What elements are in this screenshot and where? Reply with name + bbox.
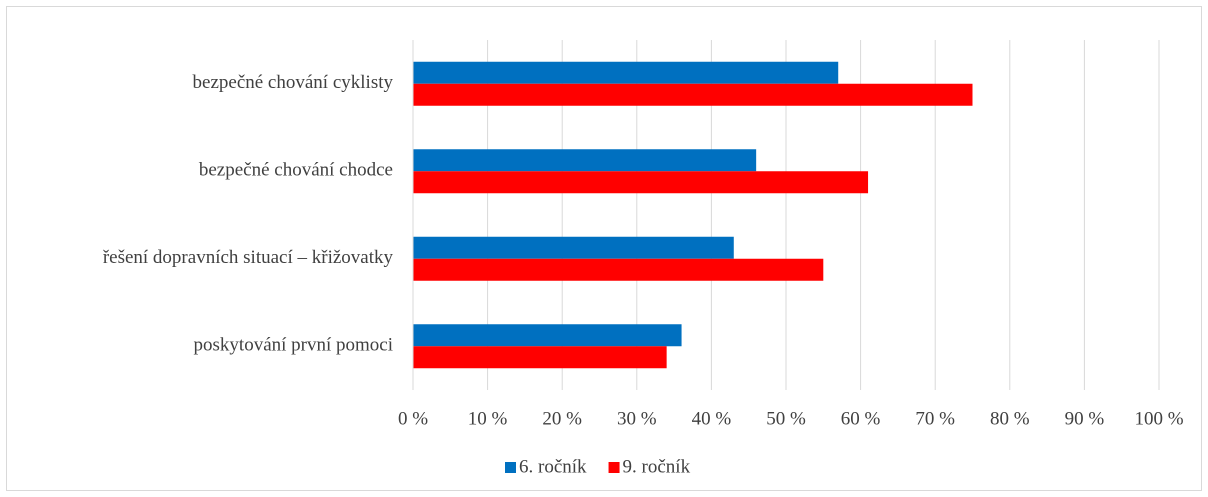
y-tick-label: bezpečné chování cyklisty	[193, 72, 394, 93]
bar	[413, 346, 667, 369]
bar	[413, 324, 682, 347]
legend-swatch	[505, 462, 516, 473]
x-tick-label: 0 %	[398, 408, 428, 429]
bar	[413, 171, 869, 194]
x-tick-label: 80 %	[990, 408, 1030, 429]
legend-swatch	[608, 462, 620, 473]
x-tick-label: 100 %	[1134, 408, 1183, 429]
bar	[413, 149, 757, 172]
y-tick-label: poskytování první pomoci	[194, 335, 393, 356]
x-tick-label: 10 %	[468, 408, 508, 429]
x-tick-label: 60 %	[841, 408, 881, 429]
x-tick-label: 90 %	[1065, 408, 1105, 429]
bar	[413, 258, 824, 281]
x-tick-label: 50 %	[766, 408, 806, 429]
bar	[413, 236, 734, 259]
y-tick-label: řešení dopravních situací – křižovatky	[103, 247, 394, 268]
legend-label: 9. ročník	[623, 456, 691, 477]
x-tick-label: 40 %	[692, 408, 732, 429]
x-tick-label: 20 %	[542, 408, 582, 429]
y-tick-label: bezpečné chování chodce	[199, 160, 393, 181]
x-tick-label: 70 %	[915, 408, 955, 429]
legend-label: 6. ročník	[519, 456, 587, 477]
bar	[413, 61, 839, 84]
bar	[413, 83, 973, 106]
x-tick-label: 30 %	[617, 408, 657, 429]
